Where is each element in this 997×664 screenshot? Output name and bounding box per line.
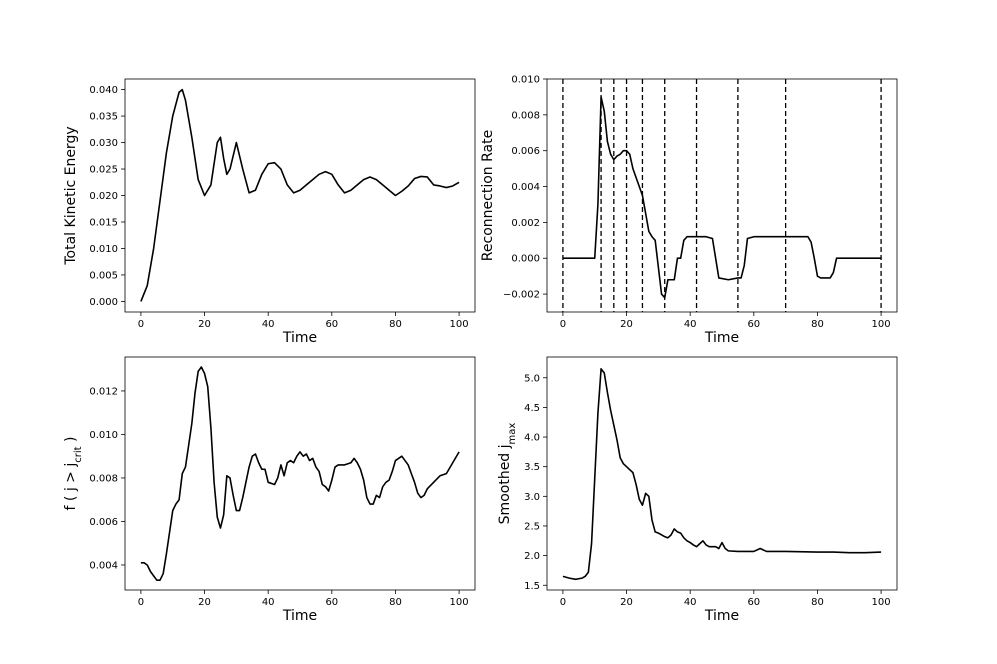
y-tick-label: 2.0 xyxy=(524,551,540,562)
x-tick-label: 40 xyxy=(262,319,275,330)
x-tick-label: 40 xyxy=(262,597,275,608)
y-tick-label: 0.010 xyxy=(89,430,118,441)
y-tick-label: −0.002 xyxy=(503,290,540,301)
y-tick-label: 0.006 xyxy=(511,146,540,157)
y-tick-label: 0.030 xyxy=(89,138,118,149)
y-tick-label: 0.025 xyxy=(89,165,118,176)
x-tick-label: 0 xyxy=(560,319,566,330)
plot-frame xyxy=(546,78,898,313)
y-tick-label: 4.5 xyxy=(524,403,540,414)
x-axis-label: Time xyxy=(704,608,739,624)
y-tick-label: 1.5 xyxy=(524,581,540,592)
x-tick-label: 80 xyxy=(389,319,402,330)
subplot: 0 20 40 60 80 100 1.5 2.0 2.5 3.0 3.5 4.0 4.5 5.0 Time… xyxy=(497,356,898,624)
y-tick-label: 0.004 xyxy=(511,182,540,193)
x-tick-label: 60 xyxy=(747,597,760,608)
y-axis-label-part: Smoothed j xyxy=(497,444,513,524)
x-tick-label: 100 xyxy=(872,597,891,608)
y-tick-label: 0.035 xyxy=(89,112,118,123)
x-tick-label: 80 xyxy=(811,597,824,608)
x-tick-label: 0 xyxy=(560,597,566,608)
y-tick-label: 5.0 xyxy=(524,373,540,384)
x-tick-label: 20 xyxy=(198,597,211,608)
x-axis-label: Time xyxy=(282,608,317,624)
x-tick-label: 40 xyxy=(684,597,697,608)
x-tick-label: 20 xyxy=(620,319,633,330)
y-tick-label: 0.000 xyxy=(511,254,540,265)
x-tick-label: 60 xyxy=(325,597,338,608)
subplot: 0 20 40 60 80 100 0.000 0.005 0.010 0.015 0.020 0.0… xyxy=(63,78,476,346)
y-axis-label: Total Kinetic Energy xyxy=(63,126,79,265)
y-tick-label: 0.008 xyxy=(89,473,118,484)
y-axis-label-part: crit xyxy=(73,446,84,462)
y-tick-label: 4.0 xyxy=(524,433,540,444)
y-axis-label-part: max xyxy=(507,423,518,445)
data-line xyxy=(140,366,460,582)
x-tick-label: 0 xyxy=(138,597,144,608)
x-tick-label: 20 xyxy=(198,319,211,330)
x-tick-label: 40 xyxy=(684,319,697,330)
y-tick-label: 0.008 xyxy=(511,110,540,121)
plot-frame xyxy=(124,356,476,591)
x-axis-label: Time xyxy=(282,330,317,346)
subplot: 0 20 40 60 80 100 0.004 0.006 0.008 0.010 0.012 Tim… xyxy=(63,356,476,624)
y-tick-label: 0.000 xyxy=(89,297,118,308)
y-tick-label: 0.004 xyxy=(89,560,118,571)
y-tick-label: 0.010 xyxy=(89,244,118,255)
data-line xyxy=(140,88,460,302)
x-tick-label: 80 xyxy=(389,597,402,608)
x-tick-label: 100 xyxy=(450,597,469,608)
y-tick-label: 0.005 xyxy=(89,270,118,281)
y-axis-label: f ( j > jcrit ) xyxy=(63,437,84,511)
y-tick-label: 0.006 xyxy=(89,517,118,528)
y-axis-label: Reconnection Rate xyxy=(480,130,496,261)
data-line xyxy=(562,96,882,299)
x-tick-label: 20 xyxy=(620,597,633,608)
y-tick-label: 2.5 xyxy=(524,521,540,532)
x-axis-label: Time xyxy=(704,330,739,346)
y-tick-label: 0.015 xyxy=(89,217,118,228)
y-tick-label: 0.002 xyxy=(511,218,540,229)
y-axis-label-part: ) xyxy=(63,437,79,447)
y-tick-label: 3.5 xyxy=(524,462,540,473)
subplot: 0 20 40 60 80 100 −0.002 0.000 0.002 0.004 0.006 0.… xyxy=(480,75,898,346)
x-tick-label: 100 xyxy=(872,319,891,330)
y-tick-label: 0.010 xyxy=(511,75,540,86)
y-axis-label: Smoothed jmax xyxy=(497,423,518,525)
x-tick-label: 0 xyxy=(138,319,144,330)
plot-frame xyxy=(546,356,898,591)
y-axis-label-part: f ( j > j xyxy=(63,463,79,511)
y-tick-label: 3.0 xyxy=(524,492,540,503)
y-tick-label: 0.020 xyxy=(89,191,118,202)
x-tick-label: 60 xyxy=(747,319,760,330)
y-tick-label: 0.012 xyxy=(89,386,118,397)
x-tick-label: 60 xyxy=(325,319,338,330)
plot-frame xyxy=(124,78,476,313)
y-tick-label: 0.040 xyxy=(89,85,118,96)
x-tick-label: 80 xyxy=(811,319,824,330)
x-tick-label: 100 xyxy=(450,319,469,330)
data-line xyxy=(562,368,882,581)
